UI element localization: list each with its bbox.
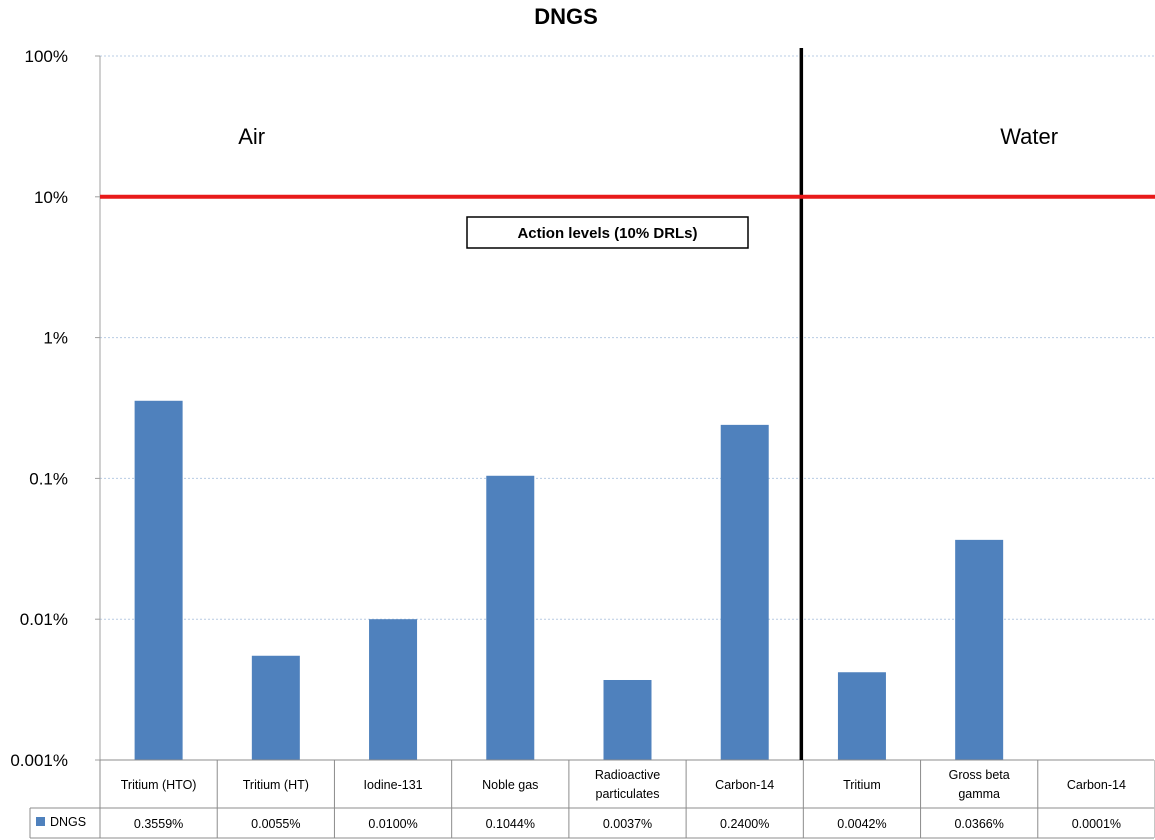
category-label: Carbon-14 [1067, 778, 1126, 792]
value-label: 0.0037% [603, 817, 652, 831]
chart-title: DNGS [534, 4, 598, 29]
data-table: Tritium (HTO) 0.3559% Tritium (HT) 0.0055% I… [29, 759, 1155, 839]
action-level-box [466, 216, 749, 249]
bar [720, 424, 769, 760]
category-label: particulates [596, 787, 660, 801]
value-label: 0.0055% [251, 817, 300, 831]
category-label: Tritium (HT) [243, 778, 309, 792]
category-label: Tritium (HTO) [121, 778, 197, 792]
value-label: 0.1044% [486, 817, 535, 831]
category-label: Radioactive [595, 768, 660, 782]
category-label: Iodine-131 [364, 778, 423, 792]
y-tick-label: 100% [25, 47, 68, 66]
bars [134, 400, 1004, 760]
region-label: Air [238, 124, 265, 149]
bar [369, 619, 418, 760]
y-tick-label: 0.1% [29, 469, 68, 488]
value-label: 0.0366% [954, 817, 1003, 831]
axes [95, 55, 101, 761]
y-tick-label: 0.01% [20, 610, 68, 629]
legend-swatch [36, 817, 45, 826]
y-tick-label: 0.001% [10, 751, 68, 770]
value-label: 0.0001% [1072, 817, 1121, 831]
y-tick-labels: 100% 10% 1% 0.1% 0.01% 0.001% [10, 47, 68, 770]
category-label: Carbon-14 [715, 778, 774, 792]
value-label: 0.0100% [368, 817, 417, 831]
value-label: 0.2400% [720, 817, 769, 831]
action-level-label: Action levels (10% DRLs) [517, 225, 697, 242]
category-label: Noble gas [482, 778, 538, 792]
category-label: Tritium [843, 778, 881, 792]
bar [837, 672, 886, 760]
y-tick-label: 10% [34, 188, 68, 207]
category-label: gamma [958, 787, 1000, 801]
annotations: Air Water Action levels (10% DRLs) [100, 48, 1155, 760]
y-tick-label: 1% [43, 329, 68, 348]
bar [486, 475, 535, 760]
category-label: Gross beta [949, 768, 1010, 782]
bar [134, 400, 183, 760]
bar [251, 655, 300, 760]
value-label: 0.0042% [837, 817, 886, 831]
legend-label: DNGS [50, 815, 86, 829]
bar [955, 539, 1004, 760]
value-label: 0.3559% [134, 817, 183, 831]
region-label: Water [1000, 124, 1058, 149]
bar [603, 679, 652, 760]
